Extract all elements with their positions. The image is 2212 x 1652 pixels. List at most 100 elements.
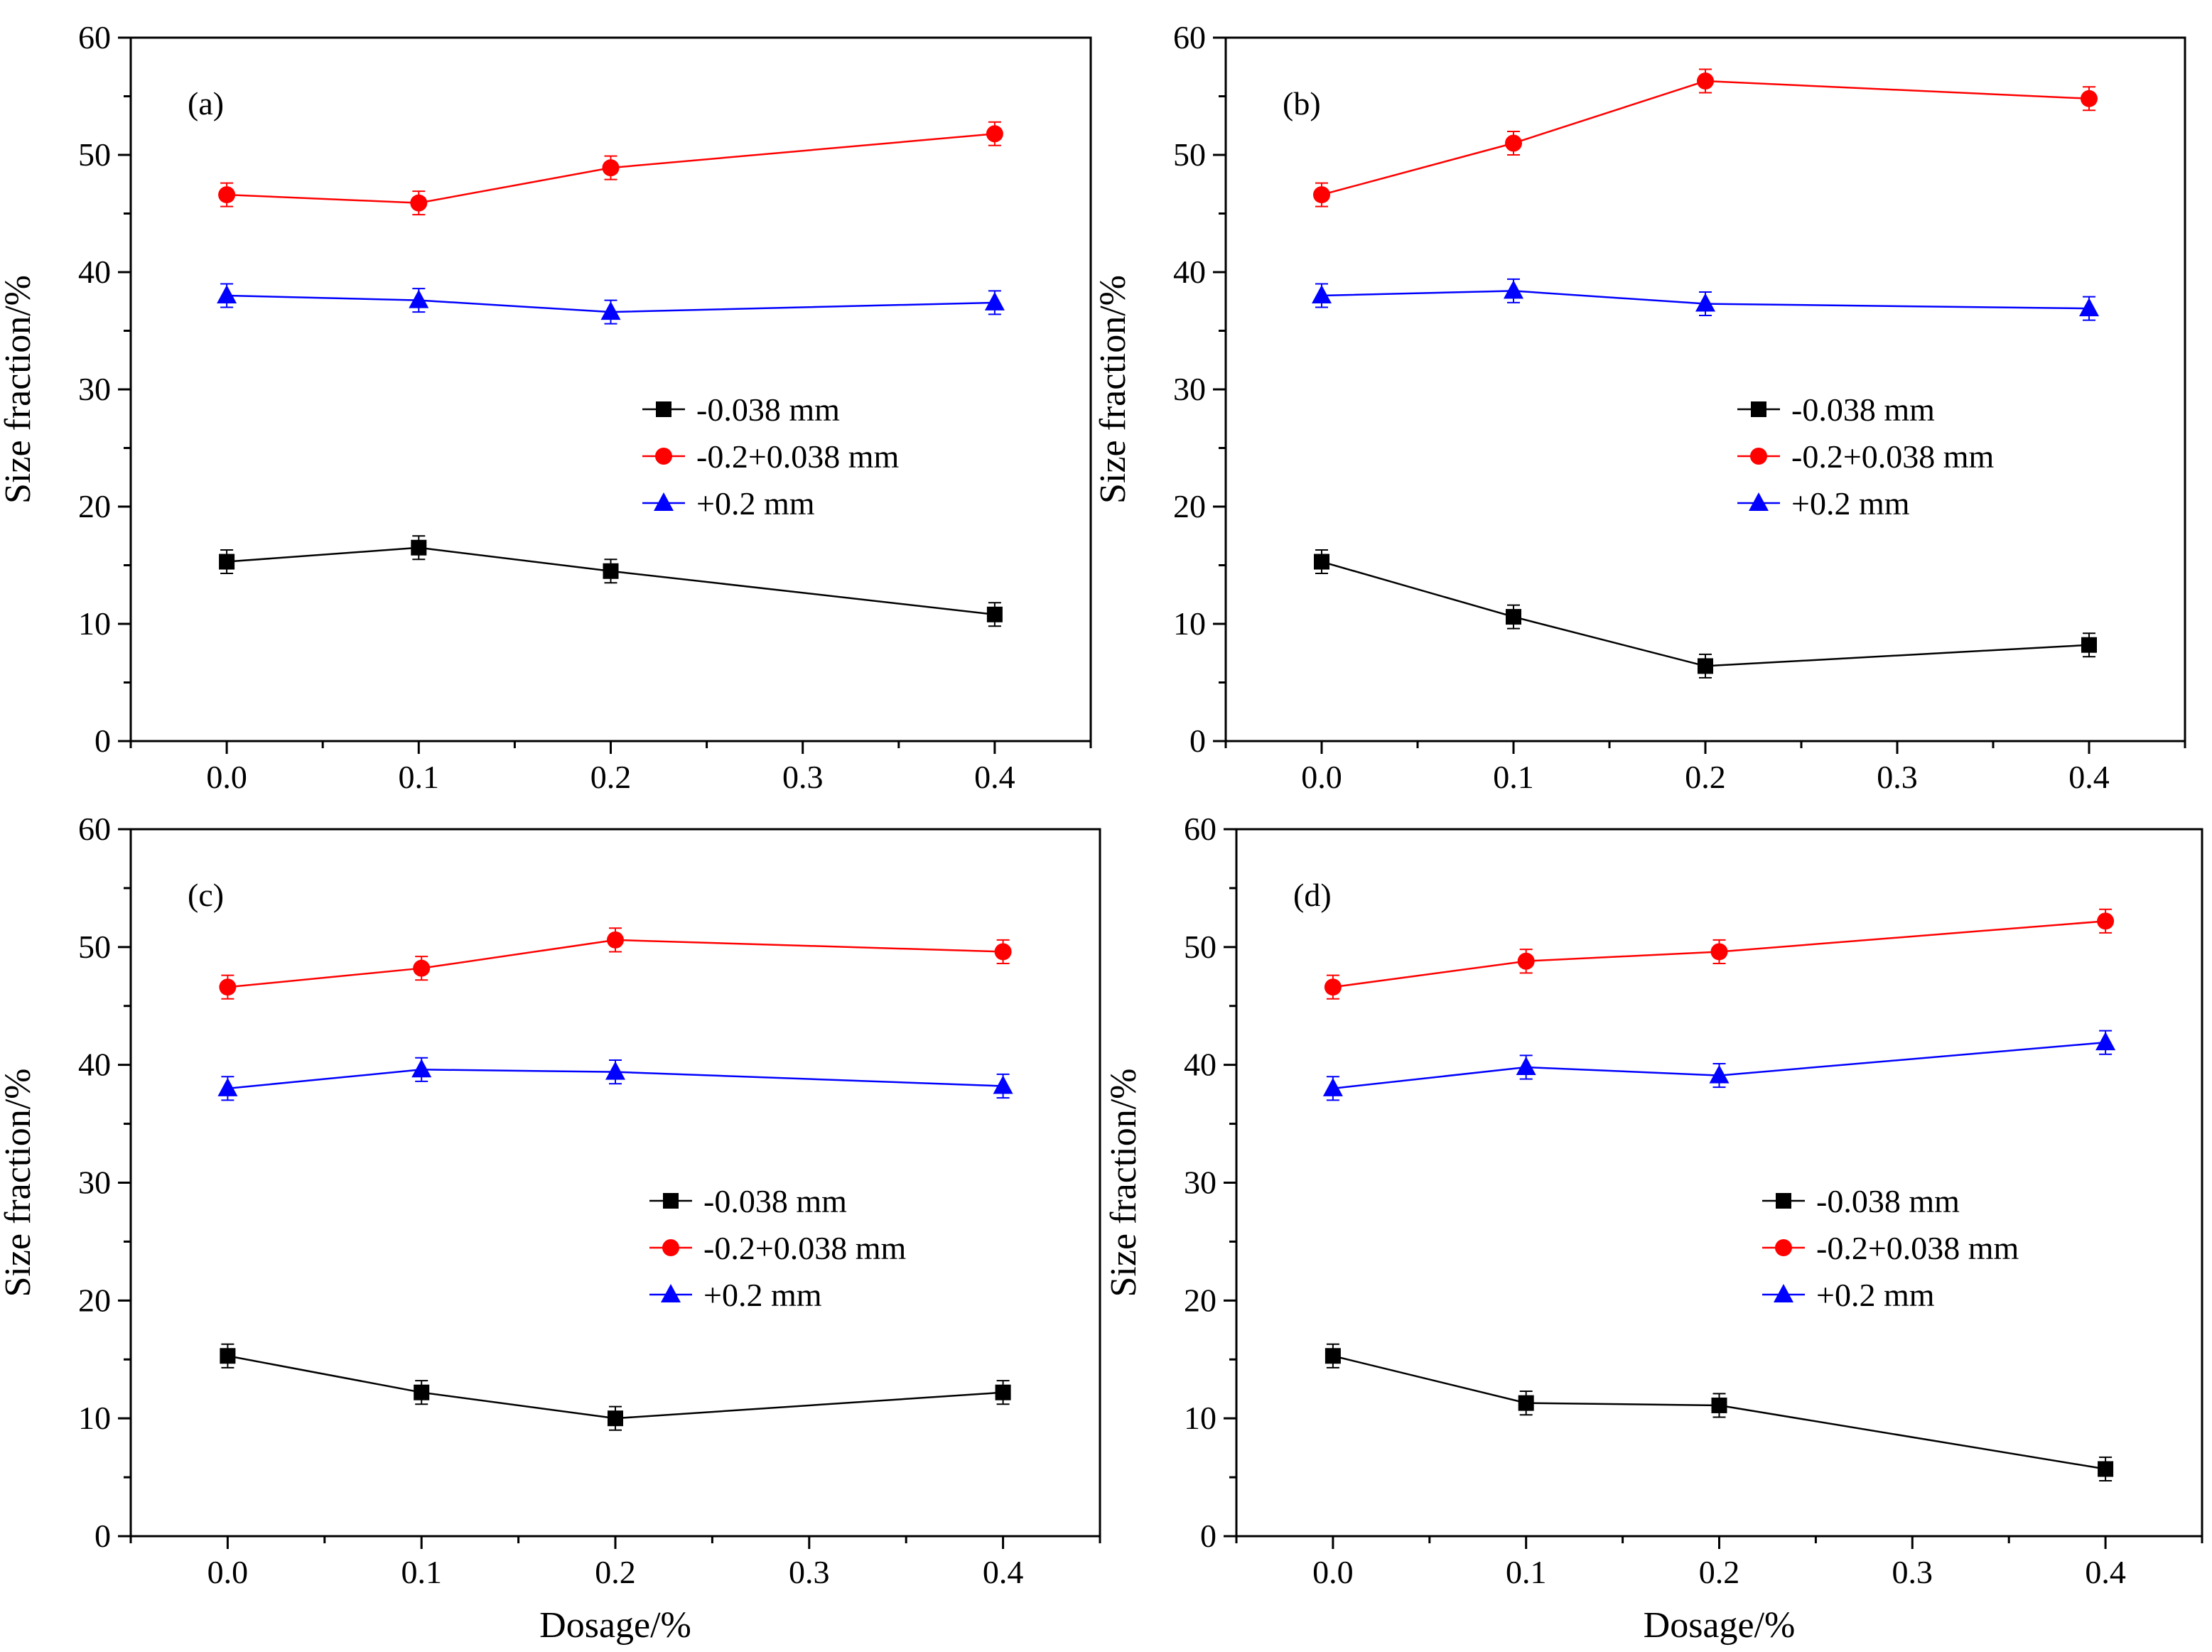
data-point	[986, 125, 1003, 143]
data-point	[2081, 637, 2097, 653]
data-point	[993, 1075, 1013, 1094]
y-tick-label: 30	[78, 371, 111, 407]
data-point	[1710, 943, 1728, 961]
series-0	[220, 1343, 1011, 1431]
series-line	[1321, 80, 2090, 196]
series-line	[227, 939, 1003, 988]
y-tick-label: 60	[1173, 19, 1206, 55]
data-point	[1506, 609, 1521, 625]
legend-marker	[655, 448, 672, 465]
x-tick-label: 0.3	[782, 759, 824, 795]
panel-label: (c)	[188, 877, 224, 913]
legend-marker	[656, 401, 671, 417]
y-axis-label: Size fraction/%	[0, 1069, 38, 1297]
data-point	[220, 1348, 236, 1364]
y-tick-label: 40	[1173, 254, 1206, 290]
data-point	[217, 1077, 238, 1096]
data-point	[219, 554, 235, 570]
series-2	[1312, 278, 2099, 321]
x-tick-label: 0.4	[2068, 759, 2110, 795]
y-tick-label: 50	[78, 136, 111, 173]
plot-frame	[129, 36, 1092, 743]
x-tick-label: 0.3	[1877, 759, 1918, 795]
series-2	[217, 283, 1005, 325]
series-line	[227, 1069, 1003, 1090]
y-tick-label: 0	[1200, 1518, 1216, 1554]
x-tick-label: 0.2	[1685, 759, 1726, 795]
x-tick-label: 0.0	[206, 759, 247, 795]
data-point	[602, 159, 620, 177]
legend-label: +0.2 mm	[1816, 1277, 1935, 1313]
series-line	[1332, 1041, 2106, 1090]
x-tick-label: 0.1	[1506, 1554, 1547, 1590]
data-point	[603, 563, 619, 579]
y-tick-label: 10	[78, 605, 111, 642]
legend-marker	[1750, 448, 1767, 465]
legend-label: -0.038 mm	[1816, 1183, 1960, 1219]
y-tick-label: 60	[78, 19, 111, 55]
data-point	[411, 1059, 432, 1078]
x-axis-label: Dosage/%	[1644, 1605, 1796, 1646]
legend-marker	[654, 492, 674, 511]
y-tick-label: 10	[78, 1400, 111, 1436]
x-tick-label: 0.4	[2085, 1554, 2126, 1590]
series-line	[227, 133, 996, 204]
x-tick-label: 0.2	[595, 1554, 636, 1590]
data-point	[1709, 1064, 1730, 1084]
y-tick-label: 30	[78, 1165, 111, 1201]
legend-marker	[663, 1193, 679, 1209]
series-line	[1332, 1355, 2106, 1470]
legend-marker	[1776, 1193, 1791, 1209]
legend-marker	[1749, 492, 1769, 511]
data-point	[414, 1384, 430, 1400]
data-point	[608, 1410, 623, 1427]
legend-marker	[1774, 1284, 1793, 1302]
y-tick-label: 20	[78, 1282, 111, 1318]
y-tick-label: 30	[1184, 1165, 1216, 1201]
x-tick-label: 0.2	[1699, 1554, 1740, 1590]
y-tick-label: 50	[78, 929, 111, 965]
legend-label: -0.2+0.038 mm	[703, 1230, 907, 1266]
data-point	[994, 943, 1012, 961]
data-point	[1312, 285, 1332, 303]
data-point	[1697, 72, 1714, 90]
y-tick-label: 0	[95, 723, 111, 759]
y-axis-label: Size fraction/%	[1104, 1069, 1144, 1297]
data-point	[413, 959, 431, 977]
x-tick-label: 0.1	[1493, 759, 1534, 795]
data-point	[2079, 298, 2099, 317]
series-1	[218, 121, 1003, 216]
x-axis-label: Dosage/%	[539, 1605, 691, 1646]
chart-panel-a: 0 10 20 30 40 50 60 0.0 0.1 0.2 0.3 0.4 Size fractio…	[0, 19, 1092, 795]
series-line	[1321, 561, 2090, 667]
legend-marker	[662, 1239, 679, 1256]
x-tick-label: 0.4	[974, 759, 1015, 795]
x-tick-label: 0.1	[401, 1554, 442, 1590]
y-tick-label: 30	[1173, 371, 1206, 407]
legend-label: -0.038 mm	[696, 392, 840, 428]
data-point	[986, 606, 1003, 622]
y-tick-label: 40	[78, 254, 111, 290]
data-point	[600, 301, 621, 320]
data-point	[218, 186, 236, 204]
y-tick-label: 60	[1184, 811, 1216, 847]
y-axis-label: Size fraction/%	[0, 275, 38, 504]
series-line	[1332, 920, 2106, 988]
data-point	[219, 978, 237, 996]
data-point	[2098, 1461, 2114, 1477]
plot-frame	[1224, 36, 2186, 743]
panel-label: (b)	[1283, 85, 1321, 122]
series-1	[1313, 68, 2098, 207]
data-point	[217, 285, 237, 303]
data-point	[1504, 280, 1523, 299]
series-0	[1324, 1343, 2114, 1482]
panel-label: (d)	[1293, 877, 1332, 913]
legend: -0.038 mm -0.2+0.038 mm +0.2 mm	[1762, 1183, 2019, 1313]
chart-panel-c: 0 10 20 30 40 50 60 0.0 0.1 0.2 0.3 0.4 Size fractio…	[0, 811, 1101, 1646]
series-line	[1321, 290, 2090, 310]
data-point	[409, 289, 429, 308]
y-tick-label: 20	[1173, 488, 1206, 524]
data-point	[995, 1384, 1011, 1400]
legend-marker	[1775, 1239, 1792, 1256]
